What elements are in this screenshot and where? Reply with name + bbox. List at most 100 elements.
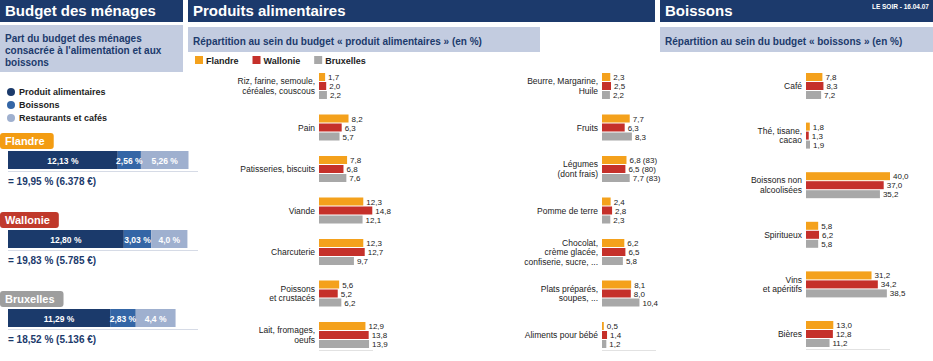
value-label: 1,3 xyxy=(812,132,824,141)
text-line: 1,9 xyxy=(813,141,825,150)
legend-label: Boissons xyxy=(19,100,60,110)
text-line: 5,7 xyxy=(343,133,355,142)
value-label: 13,9 xyxy=(372,340,388,349)
text-line: cacao xyxy=(779,135,802,145)
category-label: Légumes(dont frais) xyxy=(557,159,598,179)
value-label: 2,5 xyxy=(614,82,626,91)
header-bar xyxy=(660,0,933,22)
text-line: Fruits xyxy=(577,123,598,133)
text-line: Boissons xyxy=(19,100,60,110)
text-line: Légumes xyxy=(563,159,598,169)
text-line: Produits alimentaires xyxy=(193,2,346,19)
legend-marker xyxy=(7,101,15,109)
text-line: 7,8 xyxy=(825,73,837,82)
bar-segment xyxy=(110,309,136,327)
text-line: 1,3 xyxy=(812,132,824,141)
bar xyxy=(319,216,363,224)
text-line: 7,7 xyxy=(633,115,645,124)
plot-area xyxy=(806,73,890,347)
bar xyxy=(319,331,369,339)
bar xyxy=(806,190,880,198)
value-label: 8,1 xyxy=(634,281,646,290)
text-line: 9,7 xyxy=(357,257,369,266)
axis-line xyxy=(319,350,373,351)
bar xyxy=(319,133,340,141)
value-label: 12,13 % xyxy=(47,156,79,166)
text-line: 31,2 xyxy=(875,271,891,280)
text-line: Wallonie xyxy=(264,56,301,66)
bar xyxy=(806,289,887,297)
text-line: Restaurants et cafés xyxy=(19,113,107,123)
text-line: 5,8 xyxy=(821,222,833,231)
axis-line xyxy=(806,349,890,350)
text-line: boissons xyxy=(5,57,49,68)
title: Produits alimentaires xyxy=(193,2,346,19)
legend-marker xyxy=(7,88,15,96)
bar xyxy=(319,73,325,81)
text-line: 14,8 xyxy=(375,207,391,216)
text-line: 12,3 xyxy=(366,239,382,248)
bar xyxy=(602,207,612,215)
text-line: 12,3 xyxy=(366,198,382,207)
value-label: 8,2 xyxy=(352,115,364,124)
value-label: 34,2 xyxy=(881,280,897,289)
text-line: Chocolat, xyxy=(562,238,598,248)
total-label: = 19,83 % (5.785 €) xyxy=(8,255,96,266)
text-line: 2,3 xyxy=(613,216,625,225)
bar xyxy=(319,239,363,247)
text-line: 37,0 xyxy=(887,181,903,190)
value-label: 1,2 xyxy=(609,340,621,349)
value-label: 14,8 xyxy=(375,207,391,216)
text-line: 2,5 xyxy=(614,82,626,91)
text-line: 1,2 xyxy=(609,340,621,349)
text-line: 2,3 xyxy=(613,73,625,82)
text-line: Huile xyxy=(579,86,599,96)
text-line: 7,8 xyxy=(350,156,362,165)
text-line: Plats préparés, xyxy=(541,284,598,294)
bar xyxy=(602,174,630,182)
value-label: 5,26 % xyxy=(151,156,178,166)
text-line: Pain xyxy=(298,123,315,133)
category-label: Plats préparés,soupes, ... xyxy=(541,284,598,304)
text-line: 2,2 xyxy=(613,91,625,100)
value-label: 12,3 xyxy=(366,198,382,207)
value-label: 12,3 xyxy=(366,239,382,248)
total-label: = 18,52 % (5.136 €) xyxy=(8,334,96,345)
bar xyxy=(806,240,818,248)
text-line: 35,2 xyxy=(883,190,899,199)
value-label: 7,2 xyxy=(824,91,836,100)
text-line: Flandre xyxy=(206,56,239,66)
value-label: 1,9 xyxy=(813,141,825,150)
bar xyxy=(319,248,365,256)
bar xyxy=(602,281,631,289)
subtitle-box xyxy=(660,27,933,52)
bar xyxy=(319,257,354,265)
category-label: Beurre, Margarine,Huile xyxy=(527,76,598,96)
text-line: soupes, ... xyxy=(559,293,598,303)
value-label: 7,8 xyxy=(350,156,362,165)
bar xyxy=(319,198,363,206)
text-line: 1,4 xyxy=(610,331,622,340)
bar xyxy=(319,156,347,164)
subtitle: Part du budget des ménagesconsacrée à l'… xyxy=(5,33,162,68)
text-line: Viande xyxy=(289,206,316,216)
value-label: 2,8 xyxy=(615,207,627,216)
text-line: 7,6 xyxy=(349,174,361,183)
bar xyxy=(319,124,342,132)
text-line: et apéritifs xyxy=(763,284,802,294)
value-label: 10,4 xyxy=(642,299,658,308)
value-label: 12,1 xyxy=(366,216,382,225)
value-label: 2,2 xyxy=(613,91,625,100)
text-line: 6,3 xyxy=(628,124,640,133)
text-line: consacrée à l'alimentation et aux xyxy=(5,45,162,56)
bar xyxy=(806,321,833,329)
text-line: Pomme de terre xyxy=(537,206,598,216)
value-label: 6,8 (83) xyxy=(629,156,657,165)
bar xyxy=(319,290,338,298)
bar xyxy=(319,91,327,99)
text-line: oeufs xyxy=(294,335,315,345)
value-label: 1,8 xyxy=(813,123,825,132)
bar xyxy=(602,248,625,256)
bar xyxy=(602,239,624,247)
value-label: 11,2 xyxy=(833,339,849,348)
